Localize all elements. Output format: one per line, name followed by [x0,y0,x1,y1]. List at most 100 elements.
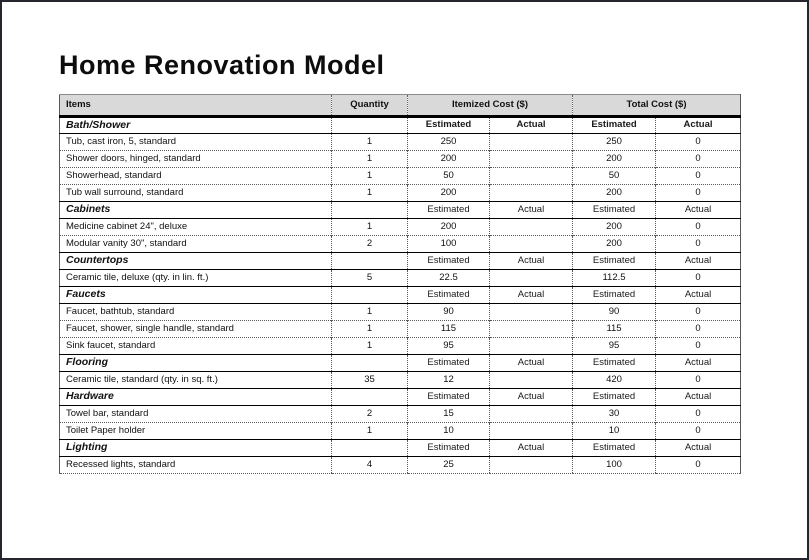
total-estimated-cell: 100 [572,456,656,474]
item-row: Sink faucet, standard 1 95 95 0 [59,337,741,355]
total-actual-label: Actual [655,388,741,406]
total-estimated-label: Estimated [572,354,656,372]
quantity-cell: 1 [331,320,408,338]
itemized-estimated-cell: 50 [407,167,490,185]
total-estimated-cell: 95 [572,337,656,355]
itemized-estimated-label: Estimated [407,439,490,457]
itemized-actual-cell [488,269,573,287]
total-estimated-cell: 90 [572,303,656,321]
section-header-row: Hardware Estimated Actual Estimated Actual [59,388,741,406]
itemized-actual-cell [488,167,573,185]
itemized-actual-label: Actual [488,354,573,372]
item-row: Ceramic tile, deluxe (qty. in lin. ft.) 5… [59,269,741,287]
item-row: Modular vanity 30", standard 2 100 200 0 [59,235,741,253]
itemized-actual-cell [488,235,573,253]
total-actual-cell: 0 [655,235,741,253]
page-title: Home Renovation Model [59,50,385,80]
item-name-cell: Medicine cabinet 24", deluxe [59,218,332,236]
section-name-cell: Flooring [59,354,332,372]
item-name-cell: Faucet, bathtub, standard [59,303,332,321]
itemized-estimated-label: Estimated [407,116,490,134]
itemized-actual-label: Actual [488,116,573,134]
itemized-actual-cell [488,218,573,236]
itemized-estimated-cell: 100 [407,235,490,253]
itemized-actual-label: Actual [488,439,573,457]
itemized-actual-cell [488,184,573,202]
item-name-cell: Shower doors, hinged, standard [59,150,332,168]
section-quantity-cell [331,252,408,270]
quantity-cell: 5 [331,269,408,287]
section-quantity-cell [331,116,408,134]
itemized-estimated-label: Estimated [407,286,490,304]
quantity-cell: 1 [331,150,408,168]
quantity-cell: 2 [331,405,408,423]
item-name-cell: Tub wall surround, standard [59,184,332,202]
total-estimated-cell: 200 [572,218,656,236]
itemized-estimated-label: Estimated [407,201,490,219]
section-header-row: Cabinets Estimated Actual Estimated Actual [59,201,741,219]
total-estimated-cell: 250 [572,133,656,151]
itemized-estimated-cell: 200 [407,184,490,202]
total-actual-label: Actual [655,286,741,304]
total-actual-cell: 0 [655,422,741,440]
total-estimated-cell: 112.5 [572,269,656,287]
column-header-itemized-cost: Itemized Cost ($) [406,94,573,118]
total-actual-label: Actual [655,201,741,219]
quantity-cell: 1 [331,167,408,185]
itemized-actual-label: Actual [488,286,573,304]
itemized-estimated-cell: 115 [407,320,490,338]
itemized-actual-cell [488,303,573,321]
column-header-total-cost: Total Cost ($) [572,94,741,118]
quantity-cell: 1 [331,133,408,151]
itemized-estimated-cell: 25 [407,456,490,474]
itemized-estimated-cell: 200 [407,218,490,236]
itemized-estimated-label: Estimated [407,252,490,270]
total-estimated-label: Estimated [572,439,656,457]
itemized-estimated-cell: 22.5 [407,269,490,287]
total-estimated-label: Estimated [572,252,656,270]
total-estimated-label: Estimated [572,388,656,406]
section-quantity-cell [331,388,408,406]
total-actual-cell: 0 [655,337,741,355]
item-row: Recessed lights, standard 4 25 100 0 [59,456,741,474]
item-name-cell: Recessed lights, standard [59,456,332,474]
total-actual-label: Actual [655,354,741,372]
item-row: Towel bar, standard 2 15 30 0 [59,405,741,423]
itemized-actual-cell [488,320,573,338]
total-actual-cell: 0 [655,405,741,423]
itemized-estimated-cell: 250 [407,133,490,151]
section-quantity-cell [331,354,408,372]
itemized-actual-label: Actual [488,252,573,270]
section-name-cell: Hardware [59,388,332,406]
item-name-cell: Tub, cast iron, 5, standard [59,133,332,151]
section-quantity-cell [331,439,408,457]
item-row: Medicine cabinet 24", deluxe 1 200 200 0 [59,218,741,236]
itemized-estimated-cell: 15 [407,405,490,423]
itemized-estimated-label: Estimated [407,354,490,372]
quantity-cell: 1 [331,422,408,440]
item-row: Showerhead, standard 1 50 50 0 [59,167,741,185]
section-header-row: Bath/Shower Estimated Actual Estimated Actua… [59,116,741,134]
itemized-estimated-cell: 12 [407,371,490,389]
itemized-actual-label: Actual [488,201,573,219]
item-row: Toilet Paper holder 1 10 10 0 [59,422,741,440]
total-actual-cell: 0 [655,303,741,321]
total-actual-cell: 0 [655,133,741,151]
item-name-cell: Ceramic tile, standard (qty. in sq. ft.) [59,371,332,389]
itemized-actual-label: Actual [488,388,573,406]
quantity-cell: 1 [331,184,408,202]
item-row: Shower doors, hinged, standard 1 200 200 0 [59,150,741,168]
column-header-items: Items [59,94,332,118]
total-estimated-cell: 10 [572,422,656,440]
page: Home Renovation Model Items Quantity Ite… [2,2,807,474]
section-name-cell: Lighting [59,439,332,457]
quantity-cell: 2 [331,235,408,253]
item-name-cell: Faucet, shower, single handle, standard [59,320,332,338]
total-actual-cell: 0 [655,150,741,168]
table-body: Bath/Shower Estimated Actual Estimated Actua… [59,116,741,474]
section-name-cell: Countertops [59,252,332,270]
itemized-actual-cell [488,371,573,389]
total-estimated-cell: 200 [572,235,656,253]
renovation-table: Items Quantity Itemized Cost ($) Total C… [59,94,742,474]
quantity-cell: 1 [331,218,408,236]
